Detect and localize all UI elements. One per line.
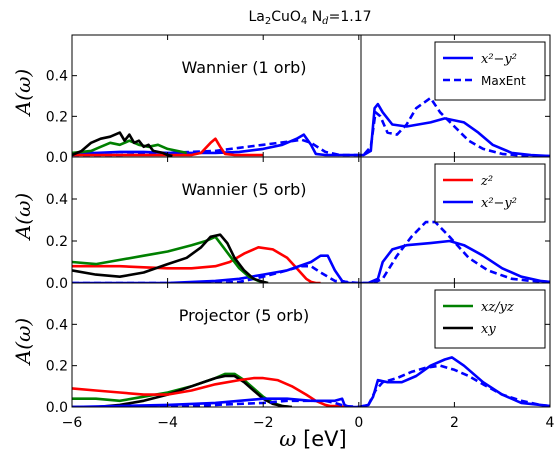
y-axis-label: A(ω) xyxy=(11,193,35,241)
legend-box xyxy=(434,163,546,223)
panel-title: Wannier (1 orb) xyxy=(181,58,306,77)
series-line-blue-dashed xyxy=(72,96,550,157)
chart-panel-3: 0.0 0.2 0.4 −6 −4 −2 0 2 4 A(ω) Projector (5 orb) x… xyxy=(11,282,555,431)
panel-title: Projector (5 orb) xyxy=(179,306,309,325)
series-line-black-solid xyxy=(72,233,269,283)
y-axis-label-symbol: A xyxy=(11,225,35,241)
legend-label: x²−y² xyxy=(481,196,517,211)
series-line-red-solid xyxy=(72,376,345,407)
series-line-blue-solid xyxy=(72,239,550,283)
x-tick-label: −2 xyxy=(253,415,274,431)
series-line-blue-dashed xyxy=(72,220,550,283)
legend-label: xz/yz xyxy=(481,300,514,315)
title-subscript: 4 xyxy=(301,16,307,27)
series-line-blue-dashed xyxy=(72,364,550,407)
legend-box xyxy=(434,41,546,101)
y-axis-label: A(ω) xyxy=(11,69,35,117)
series-line-green-solid xyxy=(72,235,269,283)
y-tick-label: 0.0 xyxy=(46,276,68,292)
series-line-blue-solid xyxy=(72,102,550,157)
figure-title: La2CuO4 Nd=1.17 xyxy=(248,9,371,27)
x-tick-label: 2 xyxy=(450,415,459,431)
series-line-black-solid xyxy=(72,131,173,157)
title-subscript: d xyxy=(322,16,328,27)
x-tick-label: 0 xyxy=(354,415,363,431)
x-tick-label: −4 xyxy=(157,415,178,431)
series-line-red-solid xyxy=(72,246,321,283)
series-line-red-solid xyxy=(72,137,264,157)
series-line-black-solid xyxy=(72,374,293,407)
x-tick-label: 4 xyxy=(546,415,555,431)
panels-container: 0.00.20.4A(ω)Wannier (1 orb) x²−y²MaxEnt0… xyxy=(11,34,555,431)
legend-label: z² xyxy=(480,174,493,189)
y-tick-label: 0.4 xyxy=(46,69,68,85)
y-axis-label-arg: (ω) xyxy=(11,69,35,101)
title-subscript: 2 xyxy=(265,16,271,27)
panel-title: Wannier (5 orb) xyxy=(181,180,306,199)
legend-box xyxy=(434,289,546,349)
plot-frame xyxy=(71,282,551,408)
y-axis-label: A(ω) xyxy=(11,318,35,366)
y-tick-label: 0.4 xyxy=(46,192,68,208)
title-part: La xyxy=(248,9,264,25)
title-part: =1.17 xyxy=(329,9,372,25)
y-axis-label-arg: (ω) xyxy=(11,318,35,350)
y-tick-label: 0.2 xyxy=(46,234,68,250)
x-axis-label-symbol: ω xyxy=(279,427,296,451)
legend-label: MaxEnt xyxy=(481,74,526,88)
title-part: N xyxy=(312,9,322,25)
y-tick-label: 0.0 xyxy=(46,400,68,416)
y-axis-label-arg: (ω) xyxy=(11,193,35,225)
y-tick-label: 0.4 xyxy=(46,317,68,333)
chart-panel-2: 0.0 0.2 0.4 A(ω) Wannier (5 orb) z² x²−y² xyxy=(11,156,551,292)
x-axis-label-unit: [eV] xyxy=(303,427,347,451)
legend-label: x²−y² xyxy=(481,52,517,67)
x-tick-label: −6 xyxy=(62,415,83,431)
x-axis-label: ω [eV] xyxy=(279,427,346,451)
legend-label: xy xyxy=(481,322,496,337)
y-tick-label: 0.0 xyxy=(46,150,68,166)
y-axis-label-symbol: A xyxy=(11,101,35,117)
chart-panel-1: 0.0 0.2 0.4 A(ω) Wannier (1 orb) x²−y² MaxEnt xyxy=(11,34,551,166)
y-tick-label: 0.2 xyxy=(46,359,68,375)
y-tick-label: 0.2 xyxy=(46,109,68,125)
y-axis-label-symbol: A xyxy=(11,350,35,366)
title-part: CuO xyxy=(271,9,301,25)
